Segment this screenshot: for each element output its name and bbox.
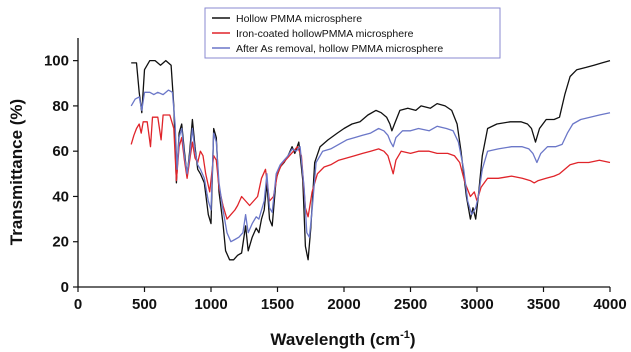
y-tick-label: 100: [44, 53, 69, 70]
y-tick-label: 20: [52, 234, 69, 251]
y-tick-label: 0: [61, 279, 69, 296]
x-tick-label: 4000: [593, 296, 626, 313]
series-line-2: [130, 89, 611, 243]
legend-box: [204, 7, 501, 59]
x-tick-label: 0: [74, 296, 82, 313]
y-tick-label: 80: [52, 98, 69, 115]
y-ticks: 0 20 40 60 80 100: [44, 53, 78, 296]
x-axis-title-main: Wavelength (cm: [270, 330, 400, 349]
axes: [77, 38, 610, 288]
y-tick-label: 60: [52, 143, 69, 160]
legend: Hollow PMMA microsphere Iron-coated holl…: [204, 7, 501, 59]
x-tick-label: 3000: [460, 296, 493, 313]
x-tick-label: 3500: [527, 296, 560, 313]
plot-lines: [130, 59, 611, 261]
x-tick-label: 2000: [327, 296, 360, 313]
y-axis-title: Transmittance (%): [7, 99, 26, 245]
x-axis-title-close: ): [410, 330, 416, 349]
x-tick-label: 1500: [261, 296, 294, 313]
legend-label-0: Hollow PMMA microsphere: [236, 13, 362, 25]
x-axis-title: Wavelength (cm-1): [270, 329, 415, 349]
x-tick-label: 1000: [194, 296, 227, 313]
x-ticks: 0 500 1000 1500 2000 2500 3000 3500 4000: [74, 287, 627, 313]
series-line-0: [131, 59, 611, 261]
x-tick-label: 500: [132, 296, 157, 313]
legend-label-1: Iron-coated hollowPMMA microsphere: [236, 28, 414, 40]
x-tick-label: 2500: [394, 296, 427, 313]
legend-label-2: After As removal, hollow PMMA microspher…: [236, 43, 443, 55]
y-tick-label: 40: [52, 188, 69, 205]
series-line-1: [130, 114, 611, 220]
x-axis-title-sup: -1: [400, 329, 410, 341]
